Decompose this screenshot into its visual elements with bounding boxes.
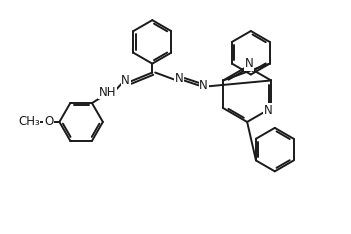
Text: N: N [264,104,272,117]
Text: N: N [121,74,130,87]
Text: N: N [245,57,253,70]
Text: NH: NH [99,86,117,99]
Text: CH₃: CH₃ [18,115,40,128]
Text: O: O [44,115,53,128]
Text: N: N [174,72,183,85]
Text: N: N [199,79,208,92]
